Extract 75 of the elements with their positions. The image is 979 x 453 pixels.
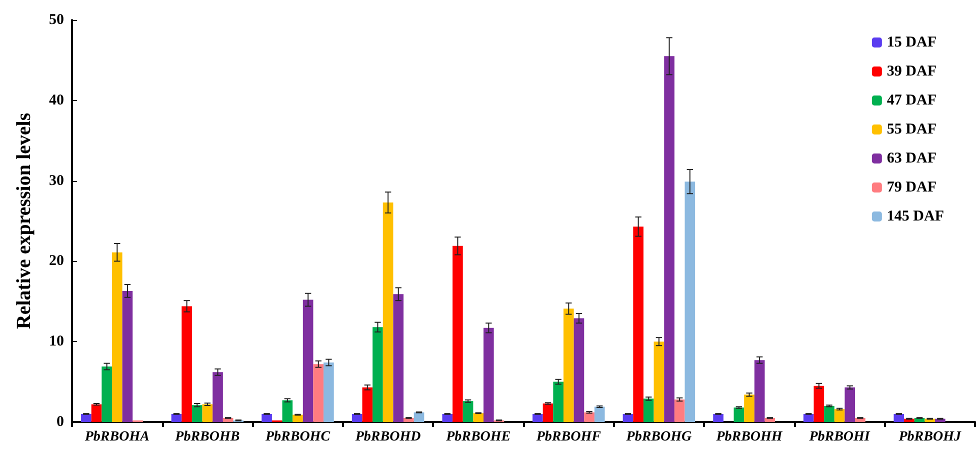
bar (352, 414, 362, 422)
x-tick-label: PbRBOHG (626, 430, 692, 444)
bar (462, 401, 474, 422)
bar (594, 406, 605, 422)
bar (192, 405, 202, 422)
y-tick-label: 40 (49, 92, 64, 108)
bar (262, 414, 272, 422)
bar (844, 387, 856, 422)
legend-label: 39 DAF (886, 64, 936, 80)
bar (302, 300, 314, 422)
bar (282, 400, 293, 422)
legend-label: 47 DAF (886, 92, 936, 108)
x-tick-label: PbRBOHD (355, 430, 421, 444)
y-tick-label: 20 (49, 253, 64, 270)
bar (182, 306, 192, 422)
bar (112, 252, 122, 422)
bar (292, 414, 303, 422)
bar (803, 414, 814, 422)
bar (814, 386, 824, 422)
legend-label: 55 DAF (886, 122, 936, 138)
bar (664, 56, 674, 422)
legend-label: 145 DAF (886, 208, 944, 224)
bar (824, 406, 834, 422)
bar (713, 414, 724, 422)
x-tick-label: PbRBOHB (175, 430, 240, 444)
legend-label: 15 DAF (886, 34, 936, 50)
bar (452, 246, 463, 422)
bar (382, 202, 394, 422)
bar (313, 364, 324, 422)
legend-label: 79 DAF (886, 180, 936, 196)
bar (584, 412, 594, 422)
bar (484, 328, 494, 422)
y-tick-label: 0 (56, 414, 64, 430)
bar (102, 366, 112, 422)
y-tick-label: 50 (49, 12, 64, 28)
y-tick-label: 30 (49, 172, 64, 189)
x-tick-label: PbRBOHA (84, 430, 150, 444)
bar (574, 318, 584, 422)
bar (744, 394, 754, 422)
bar (442, 414, 453, 422)
x-tick-label: PbRBOHF (536, 430, 602, 444)
bar (362, 387, 373, 422)
bar (122, 290, 133, 422)
x-tick-label: PbRBOHI (809, 430, 870, 444)
bar (633, 226, 644, 422)
bar (834, 409, 845, 422)
legend-label: 63 DAF (886, 150, 936, 166)
x-tick-label: PbRBOHJ (898, 430, 962, 444)
y-tick-label: 10 (49, 334, 64, 350)
bar (393, 294, 404, 422)
bar (553, 382, 564, 422)
bar (324, 362, 334, 422)
bar (684, 182, 696, 422)
bar (372, 327, 383, 422)
y-axis-title: Relative expression levels (13, 112, 35, 330)
bar (754, 360, 765, 422)
bar (202, 404, 213, 422)
bar (894, 414, 904, 422)
bar (414, 412, 424, 422)
bar (563, 308, 574, 422)
bar (171, 414, 182, 422)
bar (654, 342, 664, 422)
bar (473, 413, 484, 422)
bar (91, 404, 102, 422)
bar (622, 414, 634, 422)
bar (532, 414, 543, 422)
x-tick-label: PbRBOHE (446, 430, 511, 444)
bar (643, 398, 654, 422)
bar (674, 399, 685, 422)
bar (542, 404, 554, 422)
x-tick-label: PbRBOHC (265, 430, 331, 444)
x-tick-label: PbRBOHH (716, 430, 784, 444)
bar (81, 414, 92, 422)
bar (734, 408, 744, 422)
bar (212, 372, 223, 422)
